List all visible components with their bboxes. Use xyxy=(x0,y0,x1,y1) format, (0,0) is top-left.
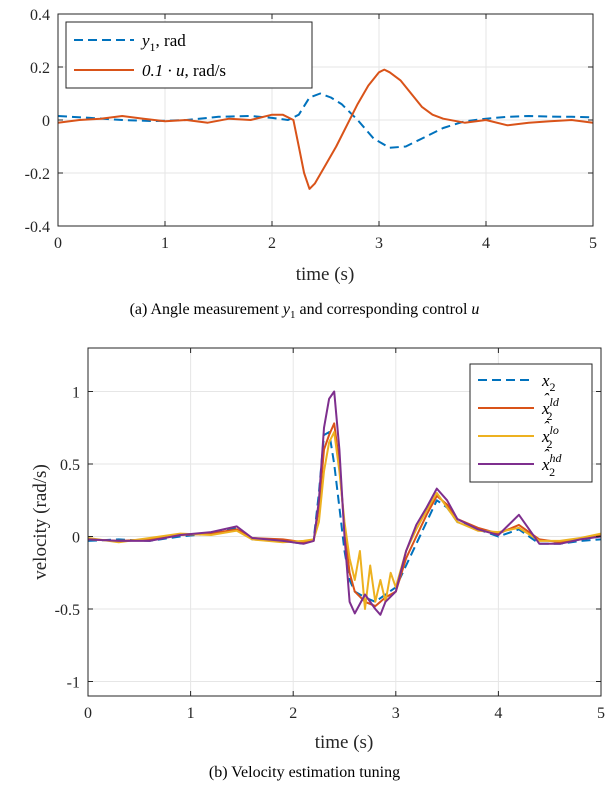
series-line-3 xyxy=(87,390,602,616)
y-tick-label: -0.2 xyxy=(25,166,50,183)
x-tick-label: 4 xyxy=(494,705,502,722)
legend-main: y xyxy=(140,31,150,50)
legend-sub: 1 xyxy=(150,40,156,54)
legend-box xyxy=(469,363,593,483)
legend-sub: 2 xyxy=(546,437,552,451)
series-line-2 xyxy=(87,431,602,610)
chart-b-xlabel: time (s) xyxy=(315,732,374,753)
y-tick-label: 0.5 xyxy=(60,457,80,474)
legend-sup: ld xyxy=(550,395,560,409)
x-tick-label: 3 xyxy=(375,235,383,252)
legend-sup: hd xyxy=(550,451,563,465)
x-tick-label: 0 xyxy=(54,235,62,252)
legend-entry-0: x2 xyxy=(541,371,556,394)
legend-main: x xyxy=(541,371,550,390)
series-line-1 xyxy=(57,68,594,190)
x-tick-label: 1 xyxy=(187,705,195,722)
x-tick-label: 2 xyxy=(268,235,276,252)
legend-sup: lo xyxy=(550,423,559,437)
caption-a-var2: u xyxy=(471,301,480,318)
legend-entry-1: 0.1 · u, rad/s xyxy=(142,61,226,80)
chart-a-caption: (a) Angle measurement y1 and correspondi… xyxy=(0,301,609,321)
chart-b-axes-box xyxy=(87,347,602,697)
chart-b-series xyxy=(87,390,602,616)
legend-rest: , rad/s xyxy=(185,61,227,80)
legend-rest: , rad xyxy=(156,31,187,50)
x-tick-label: 1 xyxy=(161,235,169,252)
legend-main: x xyxy=(541,399,550,418)
legend-entry-1: xld 2 xyxy=(541,395,560,423)
x-tick-label: 3 xyxy=(392,705,400,722)
chart-b: 0 1 2 3 4 5 -1 -0.5 0 0.5 1 time (s) velocity (rad… xyxy=(30,347,605,753)
legend-main: x xyxy=(541,427,550,446)
series-line-0 xyxy=(57,92,594,149)
chart-a-ticks: 0 1 2 3 4 5 -0.4 -0.2 0 0.2 0.4 xyxy=(25,7,597,252)
x-tick-label: 5 xyxy=(589,235,597,252)
chart-b-caption: (b) Velocity estimation tuning xyxy=(208,764,401,781)
chart-b-ylabel: velocity (rad/s) xyxy=(30,464,51,580)
y-tick-label: -0.5 xyxy=(55,602,80,619)
y-tick-label: 0 xyxy=(42,113,50,130)
y-tick-label: -0.4 xyxy=(25,219,50,236)
y-tick-label: 1 xyxy=(72,385,80,402)
y-tick-label: 0.2 xyxy=(30,60,50,77)
caption-a-var1: y xyxy=(282,301,290,318)
caption-a-sub1: 1 xyxy=(289,309,296,322)
legend-main: x xyxy=(541,455,550,474)
legend-sub: 2 xyxy=(550,380,556,394)
x-tick-label: 2 xyxy=(289,705,297,722)
caption-a-prefix: (a) Angle measurement xyxy=(129,301,283,318)
y-tick-label: -1 xyxy=(67,675,80,692)
legend-main: 0.1 · u xyxy=(142,61,185,80)
x-tick-label: 4 xyxy=(482,235,490,252)
legend-box xyxy=(65,21,313,89)
legend-entry-3: xhd 2 xyxy=(541,451,563,479)
chart-a-legend: y1, rad 0.1 · u, rad/s xyxy=(65,21,313,89)
chart-a: 0 1 2 3 4 5-0.4-0.200.20.4 time (s) y1, rad0.… xyxy=(25,7,597,285)
y-tick-label: 0.4 xyxy=(30,7,50,24)
chart-a-xlabel: time (s) xyxy=(296,264,355,285)
chart-b-ticks: 0 1 2 3 4 5 -1 -0.5 0 0.5 1 xyxy=(55,348,605,722)
y-tick-label: 0 xyxy=(72,530,80,547)
x-tick-label: 0 xyxy=(84,705,92,722)
chart-a-series xyxy=(57,68,594,190)
legend-entry-0: y1, rad xyxy=(140,31,186,54)
x-tick-label: 5 xyxy=(597,705,605,722)
hat-accent: ˆ xyxy=(543,418,550,437)
hat-accent: ˆ xyxy=(543,446,550,465)
legend-entry-2: xlo 2 xyxy=(541,423,559,451)
legend-sub: 2 xyxy=(546,409,552,423)
caption-a-mid: and corresponding control xyxy=(295,301,472,318)
hat-accent: ˆ xyxy=(543,390,550,409)
legend-sub: 2 xyxy=(549,465,555,479)
